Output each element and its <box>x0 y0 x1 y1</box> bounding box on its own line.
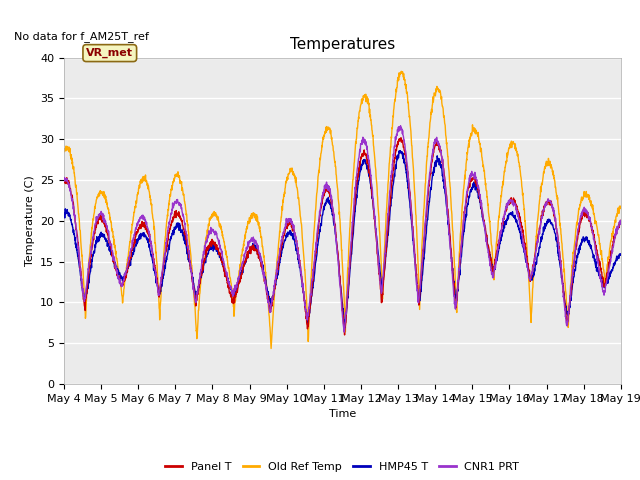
Legend: Panel T, Old Ref Temp, HMP45 T, CNR1 PRT: Panel T, Old Ref Temp, HMP45 T, CNR1 PRT <box>161 457 524 476</box>
Title: Temperatures: Temperatures <box>290 37 395 52</box>
X-axis label: Time: Time <box>329 409 356 419</box>
Text: No data for f_AM25T_ref: No data for f_AM25T_ref <box>14 32 148 42</box>
Y-axis label: Temperature (C): Temperature (C) <box>24 175 35 266</box>
Text: VR_met: VR_met <box>86 48 133 58</box>
